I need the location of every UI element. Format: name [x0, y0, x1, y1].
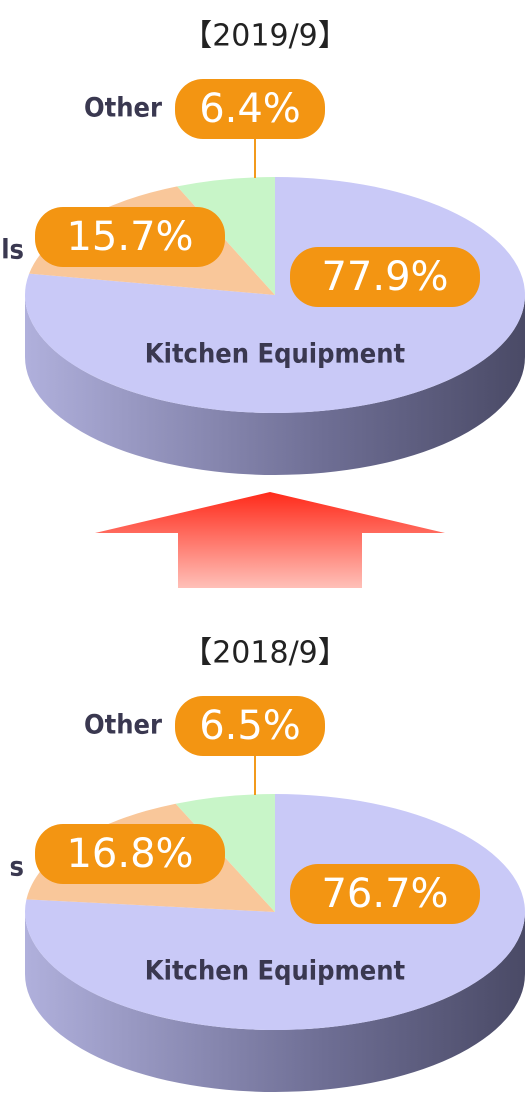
value-label: 6.5% [199, 703, 301, 749]
category-label: Other [84, 93, 162, 124]
arrow [95, 492, 445, 588]
value-label: 16.8% [66, 831, 193, 877]
category-label: ls [1, 235, 24, 266]
value-pill [35, 824, 225, 884]
category-label: Kitchen Equipment [145, 339, 406, 370]
value-label: 76.7% [321, 871, 448, 917]
category-label: Kitchen Equipment [145, 956, 406, 987]
value-pill [175, 696, 325, 756]
chart-title: 【2018/9】 [182, 636, 348, 671]
value-pill [290, 864, 480, 924]
pie-slice [177, 177, 275, 295]
value-pill [35, 207, 225, 267]
value-label: 6.4% [199, 86, 301, 132]
category-label: Other [84, 710, 162, 741]
category-label: s [10, 852, 24, 883]
value-pill [290, 247, 480, 307]
pie-side [25, 912, 525, 1092]
pie-side [25, 295, 525, 475]
pie-slice [175, 794, 275, 912]
value-label: 15.7% [66, 214, 193, 260]
value-label: 77.9% [321, 254, 448, 300]
chart-title: 【2019/9】 [182, 19, 348, 54]
value-pill [175, 79, 325, 139]
